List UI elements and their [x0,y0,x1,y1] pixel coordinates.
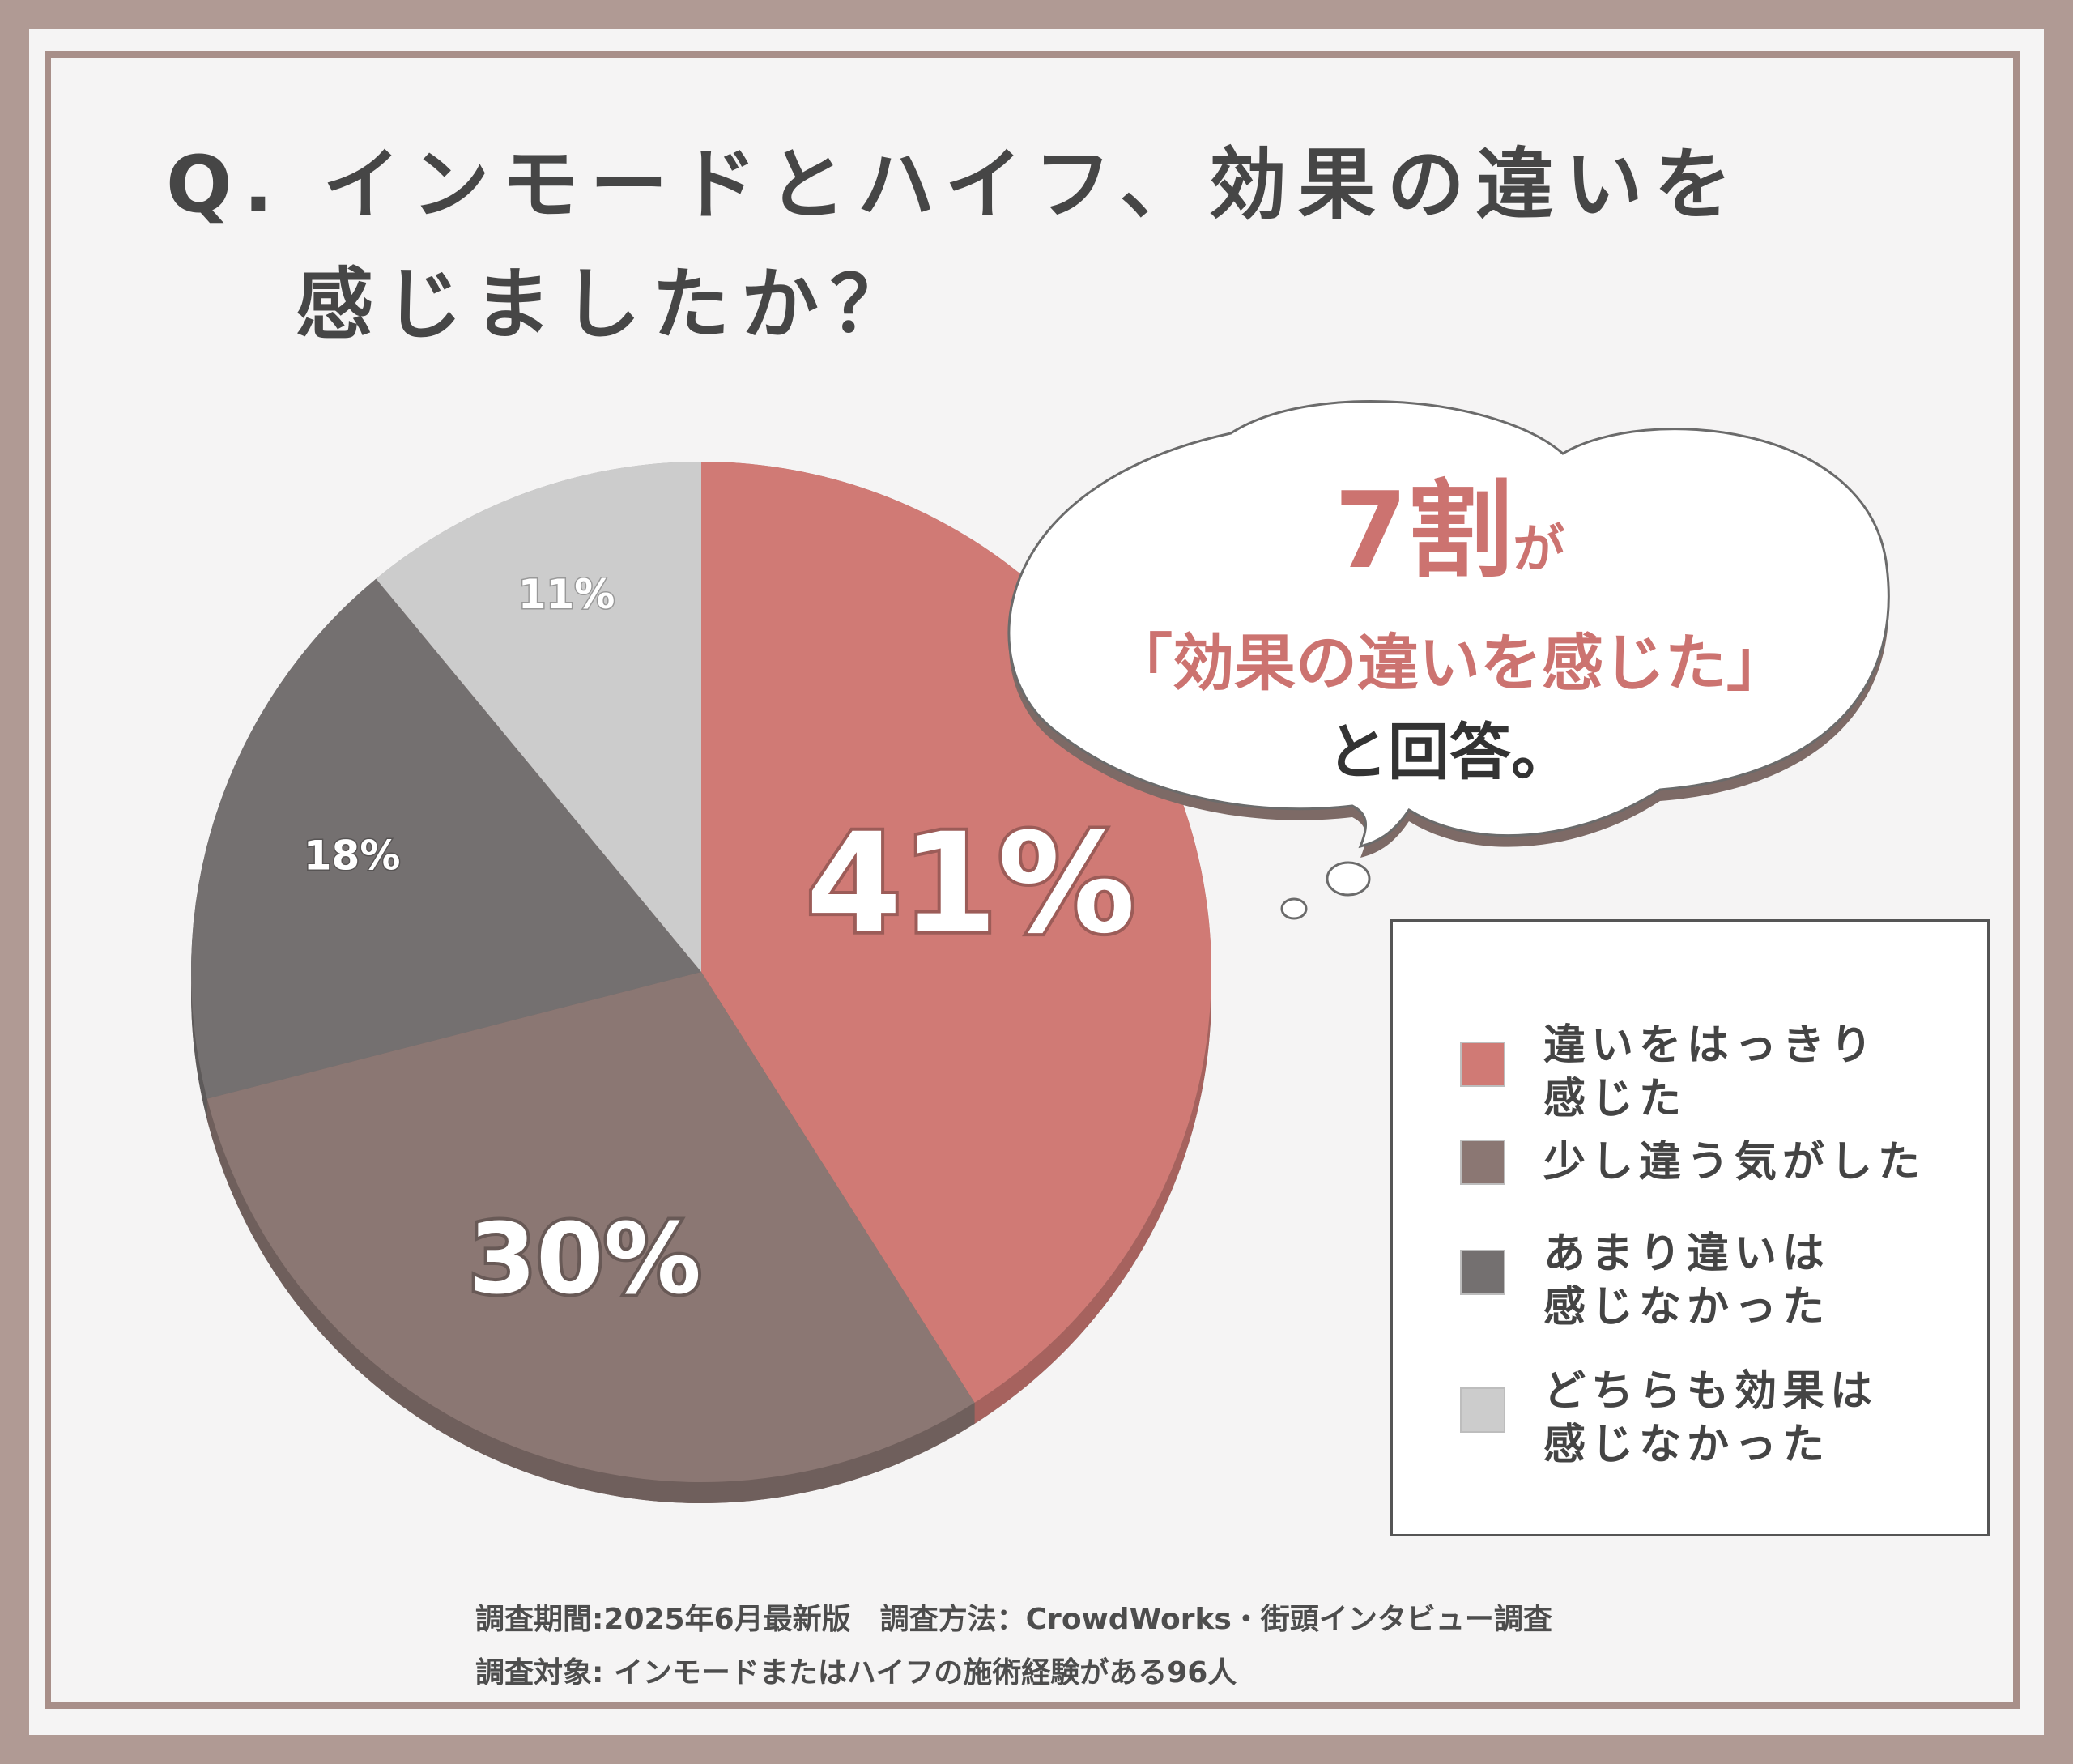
legend-label: 少し違う気がした [1543,1138,1926,1187]
legend-swatch [1460,1042,1505,1087]
thought-dot-small [1280,897,1308,920]
pie-slice-side [206,1098,975,1504]
pie-slice-2 [206,972,975,1483]
legend-label: どちらも効果は 感じなかった [1543,1367,1879,1469]
legend: 違いをはっきり 感じた 少し違う気がした あまり違いは 感じなかった どちらも効… [1390,919,1990,1536]
bubble-body [1007,400,1890,849]
callout-text: 7割が 「効果の違いを感じた」 と回答。 [1012,470,1887,797]
card-frame [45,51,2020,1709]
legend-swatch [1460,1387,1505,1433]
callout-particle: が [1513,520,1565,580]
question-title-line-2: 感じましたか？ [296,259,919,350]
pie-slice-4 [376,462,701,972]
legend-swatch [1460,1140,1505,1185]
question-title-line-1: Q. インモードとハイフ、効果の違いを [166,139,1743,230]
callout-line-2: 「効果の違いを感じた」 [1111,627,1788,699]
survey-info-line-1: 調査期間:2025年6月最新版 調査方法：CrowdWorks・街頭インタビュー… [475,1603,1552,1636]
pie-slices: 41% 30% 18% 11% [191,462,1212,1483]
callout-line-3: と回答。 [1326,716,1573,788]
callout-big: 7割 [1334,469,1513,592]
survey-info-line-2: 調査対象: インモードまたはハイフの施術経験がある96人 [475,1656,1237,1689]
legend-label: 違いをはっきり 感じた [1543,1021,1879,1123]
slice-value-label: 30% [469,1204,701,1316]
speech-bubble [1007,400,1890,920]
legend-swatch [1460,1250,1505,1295]
slice-value-label: 18% [304,832,401,879]
legend-label: あまり違いは 感じなかった [1543,1229,1831,1332]
slice-value-label: 41% [806,804,1135,965]
pie-slice-3 [191,578,702,1099]
slice-value-label: 11% [518,571,615,618]
callout-line-1: 7割が [1012,470,1887,611]
thought-dot-large [1326,861,1371,897]
